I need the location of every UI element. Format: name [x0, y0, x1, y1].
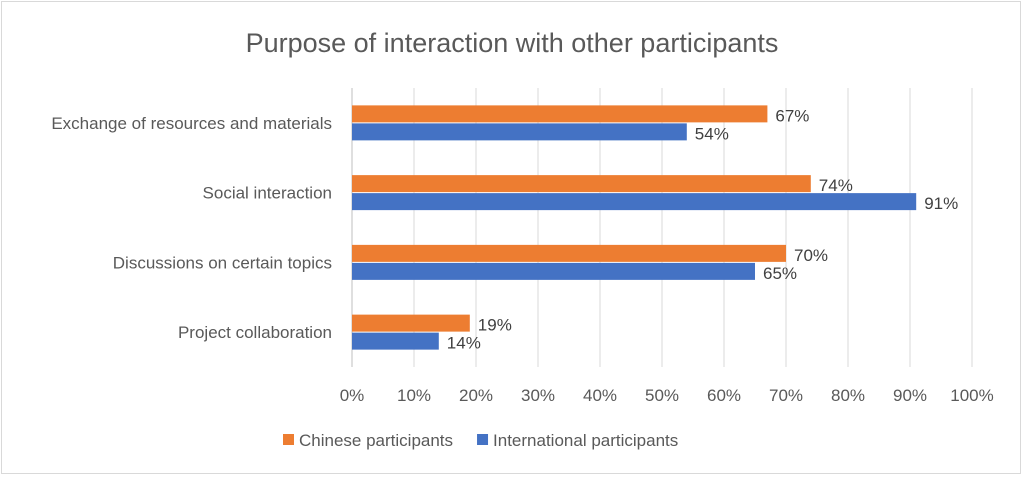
x-tick-label: 30% [521, 386, 555, 405]
x-tick-label: 60% [707, 386, 741, 405]
x-tick-label: 50% [645, 386, 679, 405]
bar-international [352, 262, 755, 280]
bar-international [352, 332, 439, 350]
bar-chinese [352, 314, 470, 332]
bar-international [352, 123, 687, 141]
bar-international [352, 193, 917, 211]
x-tick-label: 100% [950, 386, 993, 405]
x-tick-label: 40% [583, 386, 617, 405]
legend-label: Chinese participants [299, 431, 453, 450]
bar-chinese [352, 175, 811, 193]
data-label: 91% [924, 194, 958, 213]
data-label: 74% [819, 176, 853, 195]
legend-label: International participants [493, 431, 678, 450]
x-tick-label: 20% [459, 386, 493, 405]
data-label: 14% [447, 334, 481, 353]
data-label: 19% [478, 316, 512, 335]
chart-title: Purpose of interaction with other partic… [246, 28, 779, 58]
data-label: 65% [763, 264, 797, 283]
category-label: Exchange of resources and materials [51, 114, 332, 133]
x-tick-label: 80% [831, 386, 865, 405]
legend-swatch [283, 434, 294, 445]
bar-chinese [352, 244, 786, 262]
x-tick-label: 10% [397, 386, 431, 405]
bar-chinese [352, 105, 768, 123]
category-label: Discussions on certain topics [113, 253, 332, 272]
x-tick-label: 90% [893, 386, 927, 405]
category-label: Social interaction [203, 184, 332, 203]
data-label: 70% [794, 246, 828, 265]
category-label: Project collaboration [178, 323, 332, 342]
data-label: 54% [695, 124, 729, 143]
data-label: 67% [775, 106, 809, 125]
x-tick-label: 70% [769, 386, 803, 405]
legend-swatch [477, 434, 489, 445]
x-tick-label: 0% [340, 386, 365, 405]
